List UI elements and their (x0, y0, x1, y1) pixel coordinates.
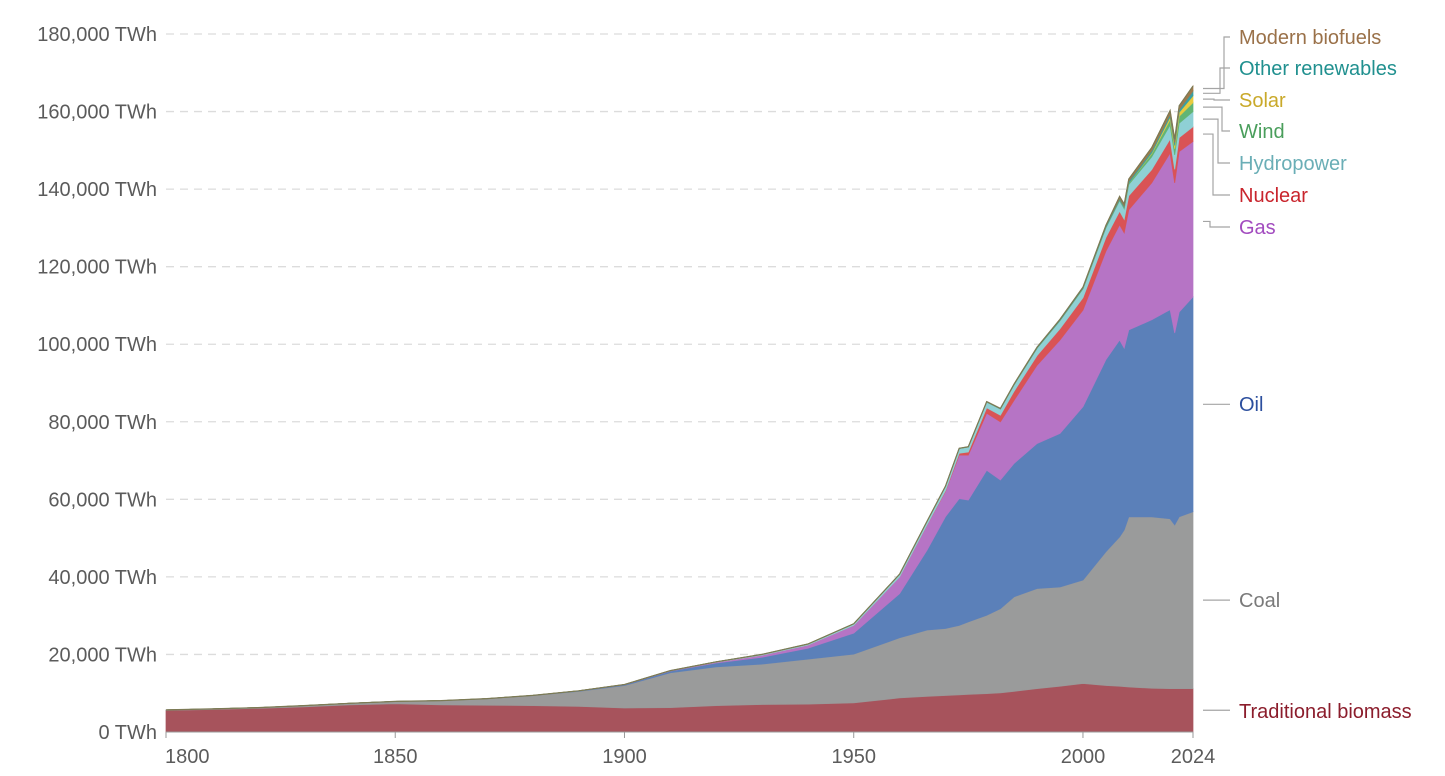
y-tick-label: 180,000 TWh (37, 24, 157, 46)
y-tick-label: 80,000 TWh (48, 412, 157, 434)
series-label-modern-biofuels: Modern biofuels (1239, 27, 1381, 49)
y-tick-label: 60,000 TWh (48, 489, 157, 511)
label-connector (1203, 98, 1230, 101)
x-tick-label: 2000 (1061, 746, 1106, 768)
x-tick-label: 1800 (165, 746, 210, 768)
label-connector (1203, 220, 1230, 228)
y-tick-label: 40,000 TWh (48, 567, 157, 589)
series-label-other-renewables: Other renewables (1239, 58, 1397, 80)
areas (165, 84, 1194, 733)
label-connector (1203, 118, 1230, 164)
y-tick-label: 100,000 TWh (37, 334, 157, 356)
series-label-oil: Oil (1239, 394, 1263, 416)
series-label-wind: Wind (1239, 121, 1285, 143)
series-label-traditional-biomass: Traditional biomass (1239, 701, 1412, 723)
series-label-solar: Solar (1239, 90, 1286, 112)
total-outline (165, 85, 1194, 711)
series-labels: Traditional biomass Coal Oil Gas Nuclear Hydr… (1203, 27, 1412, 723)
x-tick-label: 2024 (1171, 746, 1216, 768)
series-label-hydropower: Hydropower (1239, 153, 1347, 175)
series-label-coal: Coal (1239, 590, 1280, 612)
label-connector (1203, 106, 1230, 132)
x-tick-label: 1950 (831, 746, 876, 768)
series-label-nuclear: Nuclear (1239, 185, 1308, 207)
axes: 0 TWh 20,000 TWh 40,000 TWh 60,000 TWh 80,00… (37, 24, 1215, 768)
label-connector (1203, 36, 1230, 90)
y-tick-label: 120,000 TWh (37, 257, 157, 279)
y-tick-label: 20,000 TWh (48, 644, 157, 666)
y-tick-label: 0 TWh (98, 722, 157, 744)
label-connector (1203, 67, 1230, 94)
x-tick-label: 1900 (602, 746, 647, 768)
y-tick-label: 160,000 TWh (37, 102, 157, 124)
x-tick-label: 1850 (373, 746, 418, 768)
label-connector (1203, 133, 1230, 196)
series-label-gas: Gas (1239, 217, 1276, 239)
y-tick-label: 140,000 TWh (37, 179, 157, 201)
